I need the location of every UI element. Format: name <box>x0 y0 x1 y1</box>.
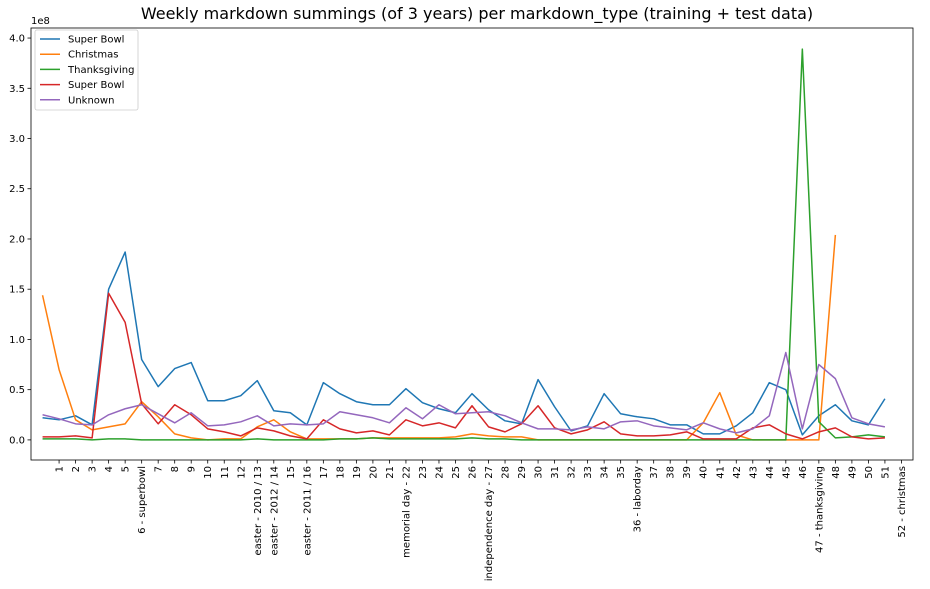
y-tick-label: 4.0 <box>9 34 25 45</box>
x-tick-label: 45 <box>781 466 792 479</box>
x-tick-label: 9 <box>187 466 198 472</box>
legend-entry: Super Bowl <box>68 80 124 91</box>
x-tick-label: 11 <box>220 466 231 479</box>
x-tick-label: 26 <box>468 466 479 479</box>
x-tick-label: 1 <box>55 466 66 472</box>
y-tick-label: 0.5 <box>9 385 25 396</box>
x-tick-label: 15 <box>286 466 297 479</box>
x-tick-label: 29 <box>517 466 528 479</box>
x-tick-label: 40 <box>699 466 710 479</box>
legend-entry: Super Bowl <box>68 35 124 46</box>
x-tick-label: 38 <box>666 466 677 479</box>
axes-layer: 0.00.51.01.52.02.53.03.54.01 2 3 4 5 6 - supe… <box>9 27 914 581</box>
x-tick-label: 19 <box>352 466 363 479</box>
x-tick-label: 8 <box>170 466 181 472</box>
x-tick-label: 32 <box>567 466 578 479</box>
y-scale-label: 1e8 <box>31 16 50 27</box>
legend: Super Bowl Christmas Thanksgiving Super Bow… <box>34 29 139 111</box>
x-tick-label: 35 <box>616 466 627 479</box>
series-line-4 <box>42 351 886 434</box>
x-tick-label: 46 <box>798 466 809 479</box>
x-tick-label: 6 - superbowl <box>137 466 148 534</box>
y-tick-label: 3.0 <box>9 134 25 145</box>
x-tick-label: 49 <box>847 466 858 479</box>
x-tick-label: 30 <box>534 466 545 479</box>
x-tick-label: 33 <box>583 466 594 479</box>
x-tick-label: 51 <box>880 466 891 479</box>
x-tick-label: 50 <box>864 466 875 479</box>
chart-title: Weekly markdown summings (of 3 years) pe… <box>141 4 813 24</box>
legend-entry: Unknown <box>68 95 114 106</box>
x-tick-label: easter - 2010 / 13 <box>253 466 264 556</box>
y-tick-label: 2.5 <box>9 184 25 195</box>
legend-entry: Thanksgiving <box>67 65 134 76</box>
x-tick-label: 23 <box>418 466 429 479</box>
y-tick-label: 1.5 <box>9 285 25 296</box>
x-tick-label: 2 <box>71 466 82 472</box>
x-tick-label: 41 <box>715 466 726 479</box>
x-tick-label: easter - 2012 / 14 <box>269 466 280 556</box>
x-tick-label: 21 <box>385 466 396 479</box>
x-tick-label: independence day - 27 <box>484 466 495 581</box>
x-tick-label: 7 <box>154 466 165 472</box>
y-tick-label: 2.0 <box>9 234 25 245</box>
x-tick-label: memorial day - 22 <box>401 466 412 558</box>
series-line-0 <box>42 251 886 436</box>
x-tick-label: 34 <box>600 466 611 479</box>
series-line-3 <box>42 292 885 440</box>
x-tick-label: 36 - laborday <box>633 466 644 532</box>
x-tick-label: 43 <box>748 466 759 479</box>
x-tick-label: 3 <box>88 466 99 472</box>
y-tick-label: 0.0 <box>9 435 25 446</box>
x-tick-label: 12 <box>236 466 247 479</box>
x-tick-label: 47 - thanksgiving <box>814 466 825 553</box>
x-tick-label: 28 <box>501 466 512 479</box>
y-tick-label: 1.0 <box>9 335 25 346</box>
x-tick-label: easter - 2011 / 16 <box>302 466 313 556</box>
x-tick-label: 10 <box>203 466 214 479</box>
x-tick-label: 31 <box>550 466 561 479</box>
x-tick-label: 18 <box>335 466 346 479</box>
x-tick-label: 5 <box>121 466 132 472</box>
plot-frame <box>30 27 914 461</box>
x-tick-label: 37 <box>649 466 660 479</box>
x-tick-label: 25 <box>451 466 462 479</box>
legend-entry: Christmas <box>68 50 118 61</box>
x-tick-label: 17 <box>319 466 330 479</box>
x-tick-label: 24 <box>434 466 445 479</box>
x-tick-label: 39 <box>682 466 693 479</box>
series-layer <box>41 48 886 441</box>
series-line-2 <box>42 48 886 441</box>
x-tick-label: 44 <box>765 466 776 479</box>
x-tick-label: 42 <box>732 466 743 479</box>
x-tick-label: 20 <box>368 466 379 479</box>
x-tick-label: 4 <box>104 466 115 472</box>
y-tick-label: 3.5 <box>9 84 25 95</box>
x-tick-label: 52 - christmas <box>897 466 908 538</box>
legend-box <box>34 29 139 111</box>
x-tick-label: 48 <box>831 466 842 479</box>
